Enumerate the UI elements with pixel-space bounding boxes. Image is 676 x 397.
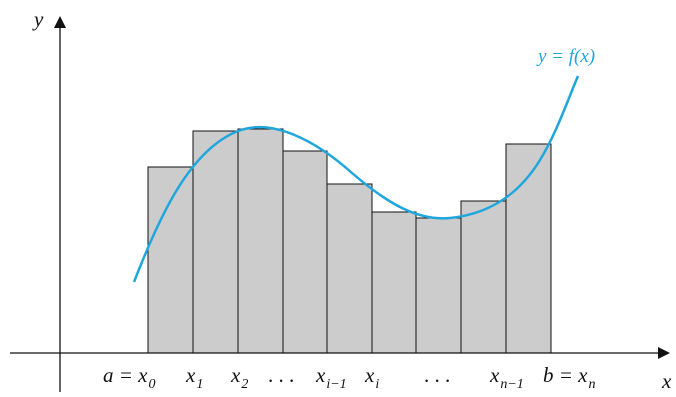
rectangle-3 (237, 128, 284, 354)
tick-label-main: x (315, 363, 326, 387)
tick-label-main: x (230, 363, 241, 387)
tick-label: xi (364, 363, 379, 392)
tick-label-subscript: 2 (241, 377, 248, 392)
tick-label-subscript: i−1 (326, 377, 346, 392)
rectangle-4 (282, 150, 328, 354)
tick-label-main: . . . (268, 363, 294, 387)
tick-label: xi−1 (315, 363, 347, 392)
tick-label-main: a = x (103, 363, 148, 387)
tick-label: . . . (424, 363, 450, 387)
tick-label: b = xn (543, 363, 596, 392)
x-axis-label: x (661, 369, 672, 393)
tick-labels-group: a = x0 x1 x2. . . xi−1 xi. . . xn−1 b = xn (103, 363, 596, 392)
tick-label-main: x (489, 363, 500, 387)
tick-label: xn−1 (489, 363, 524, 392)
rectangle-9 (505, 143, 552, 354)
y-axis-label: y (32, 7, 44, 31)
tick-label: . . . (268, 363, 294, 387)
tick-label-subscript: n (589, 377, 596, 392)
tick-label-subscript: n−1 (500, 377, 523, 392)
tick-label: x1 (185, 363, 203, 392)
rectangles-group (147, 128, 552, 354)
rectangle-2 (192, 130, 239, 354)
tick-label-main: . . . (424, 363, 450, 387)
curve-label: y = f(x) (536, 46, 595, 67)
rectangle-6 (371, 211, 417, 354)
function-curve (132, 75, 580, 283)
tick-label-subscript: i (375, 377, 379, 392)
tick-label-main: b = x (543, 363, 588, 387)
tick-label-subscript: 1 (196, 377, 203, 392)
tick-label: a = x0 (103, 363, 156, 392)
rectangle-7 (415, 217, 462, 354)
tick-label-subscript: 0 (149, 377, 156, 392)
rectangle-8 (460, 200, 507, 354)
tick-label: x2 (230, 363, 248, 392)
tick-label-main: x (364, 363, 375, 387)
tick-label-main: x (185, 363, 196, 387)
rectangle-1 (147, 166, 194, 354)
rectangle-5 (326, 183, 373, 354)
